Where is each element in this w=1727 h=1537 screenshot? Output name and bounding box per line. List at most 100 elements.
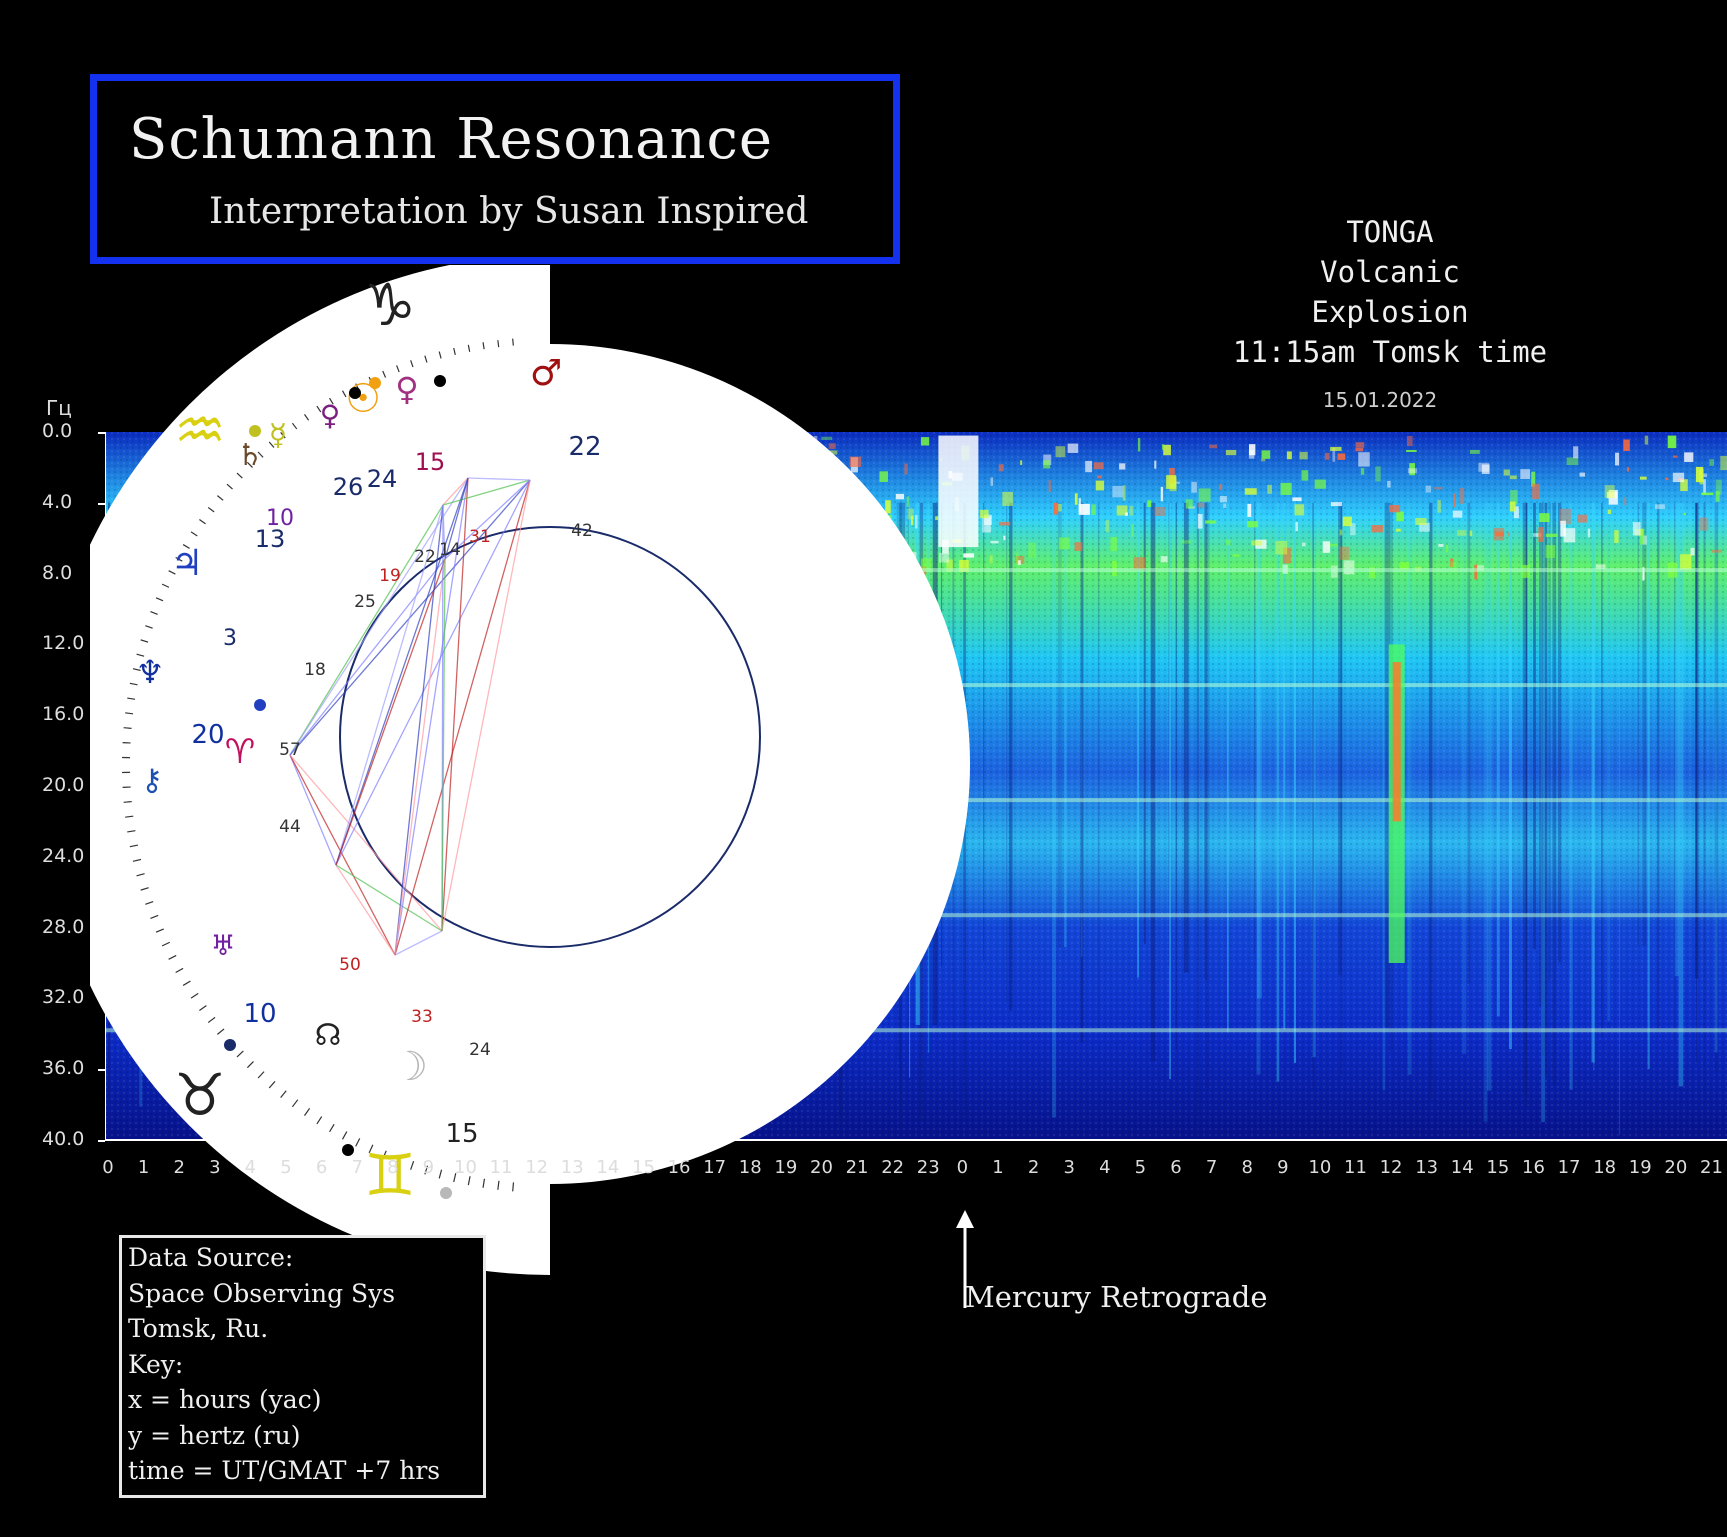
x-tick-label: 18 <box>1593 1157 1617 1178</box>
spectrogram-burst <box>1695 466 1704 483</box>
spectrogram-peak-block <box>938 435 979 548</box>
x-tick-label: 7 <box>1205 1157 1218 1178</box>
x-tick-label: 9 <box>422 1157 435 1178</box>
legend-line: Data Source: <box>128 1243 294 1272</box>
spectrogram-burst <box>1226 539 1231 546</box>
spectrogram-burst <box>1282 547 1291 564</box>
spectrogram-burst <box>1160 556 1168 563</box>
spectrogram-burst <box>1450 558 1454 568</box>
spectrogram-burst <box>1322 541 1331 553</box>
event-note: TONGA Volcanic Explosion 11:15am Tomsk t… <box>1180 212 1600 372</box>
spectrogram-burst <box>1503 469 1510 476</box>
x-tick-label: 19 <box>1628 1157 1652 1178</box>
spectrogram-burst <box>1085 460 1093 473</box>
spectrogram-burst <box>1375 466 1381 482</box>
spectrogram-burst <box>1560 520 1566 537</box>
spectrogram-streak <box>1674 502 1676 1043</box>
spectrogram-streak <box>1283 502 1286 1030</box>
spectrogram-burst <box>1437 500 1441 513</box>
spectrogram-burst <box>1396 528 1401 532</box>
zodiac-sign-glyph: ♈ <box>225 732 255 772</box>
spectrogram-burst <box>879 471 888 482</box>
spectrogram-streak <box>1548 502 1551 980</box>
spectrogram-burst <box>1301 470 1309 481</box>
spectrogram-burst <box>1003 535 1006 541</box>
x-tick-label: 19 <box>774 1157 798 1178</box>
spectrogram-burst <box>1205 520 1217 524</box>
spectrogram-burst <box>1387 480 1391 488</box>
spectrogram-streak <box>1143 502 1146 944</box>
spectrogram-streak <box>1647 502 1650 1070</box>
spectrogram-burst <box>1260 458 1266 462</box>
spectrogram-burst <box>1623 439 1630 451</box>
x-tick-label: 2 <box>173 1157 185 1178</box>
spectrogram-streak <box>1006 502 1008 1004</box>
spectrogram-burst <box>1160 486 1164 502</box>
spectrogram-burst <box>1223 503 1227 509</box>
y-tick-mark <box>98 644 105 647</box>
spectrogram-burst <box>1409 463 1415 476</box>
spectrogram-burst <box>1218 484 1223 490</box>
spectrogram-streak <box>1196 502 1199 1137</box>
aspect-line <box>335 558 446 866</box>
spectrogram-burst <box>1332 448 1336 462</box>
spectrogram-burst <box>1673 455 1678 458</box>
spectrogram-streak <box>1695 502 1697 1063</box>
degree-label: 42 <box>571 521 593 541</box>
spectrogram-burst <box>1406 435 1413 447</box>
degree-label: 50 <box>339 955 361 975</box>
spectrogram-burst <box>1510 490 1518 505</box>
zodiac-sign-glyph: ♒ <box>174 396 226 464</box>
pluto-icon: ♀ <box>320 399 341 432</box>
spectrogram-burst <box>1665 477 1669 481</box>
spectrogram-burst <box>1577 514 1588 523</box>
spectrogram-burst <box>939 552 950 563</box>
spectrogram-burst <box>1701 492 1714 496</box>
degree-label: 20 <box>191 720 224 750</box>
legend-line: time = UT/GMAT +7 hrs <box>128 1456 441 1485</box>
spectrogram-burst <box>1399 562 1409 570</box>
spectrogram-burst <box>1545 533 1558 537</box>
legend-line: Key: <box>128 1349 184 1379</box>
spectrogram-burst <box>1507 532 1510 537</box>
spectrogram-streak <box>1557 502 1562 963</box>
spectrogram-burst <box>1330 446 1342 451</box>
x-tick-label: 2 <box>1027 1157 1040 1178</box>
spectrogram-burst <box>1478 462 1490 472</box>
spectrogram-burst <box>1639 476 1647 480</box>
aspect-line <box>441 479 531 932</box>
x-tick-label: 0 <box>956 1157 969 1178</box>
spectrogram-burst <box>1614 530 1619 544</box>
degree-label: 13 <box>255 525 286 553</box>
x-tick-label: 5 <box>280 1157 292 1178</box>
aspect-line <box>289 558 446 756</box>
legend-line: y = hertz (ru) <box>128 1420 301 1450</box>
spectrogram-streak <box>1462 502 1467 1054</box>
spectrogram-streak <box>1256 502 1261 1075</box>
y-tick-label: 40.0 <box>42 1128 85 1150</box>
spectrogram-streak <box>1533 502 1536 950</box>
x-tick-label: 21 <box>1700 1157 1723 1178</box>
spectrogram-streak <box>1137 502 1139 978</box>
spectrogram-burst <box>1147 500 1152 507</box>
aspect-line <box>394 477 469 956</box>
spectrogram-burst <box>1434 487 1443 490</box>
spectrogram-streak <box>1619 502 1621 1135</box>
spectrogram-burst <box>885 500 891 514</box>
x-tick-label: 11 <box>1344 1157 1367 1178</box>
aspect-line <box>335 864 443 932</box>
degree-label: 10 <box>266 506 294 531</box>
spectrogram-streak <box>1276 502 1280 1082</box>
spectrogram-burst <box>1368 567 1376 579</box>
spectrogram-burst <box>1173 481 1180 484</box>
x-tick-label: 17 <box>703 1157 727 1178</box>
x-tick-label: 15 <box>1486 1157 1510 1178</box>
saturn-icon: ♄ <box>237 438 264 473</box>
spectrogram-burst <box>1342 516 1352 527</box>
spectrogram-streak <box>1496 502 1500 1017</box>
spectrogram-burst <box>1015 555 1025 564</box>
degree-label: 22 <box>568 432 601 462</box>
spectrogram-burst <box>1048 480 1052 492</box>
x-tick-label: 12 <box>525 1157 549 1178</box>
x-tick-label: 7 <box>351 1157 363 1178</box>
